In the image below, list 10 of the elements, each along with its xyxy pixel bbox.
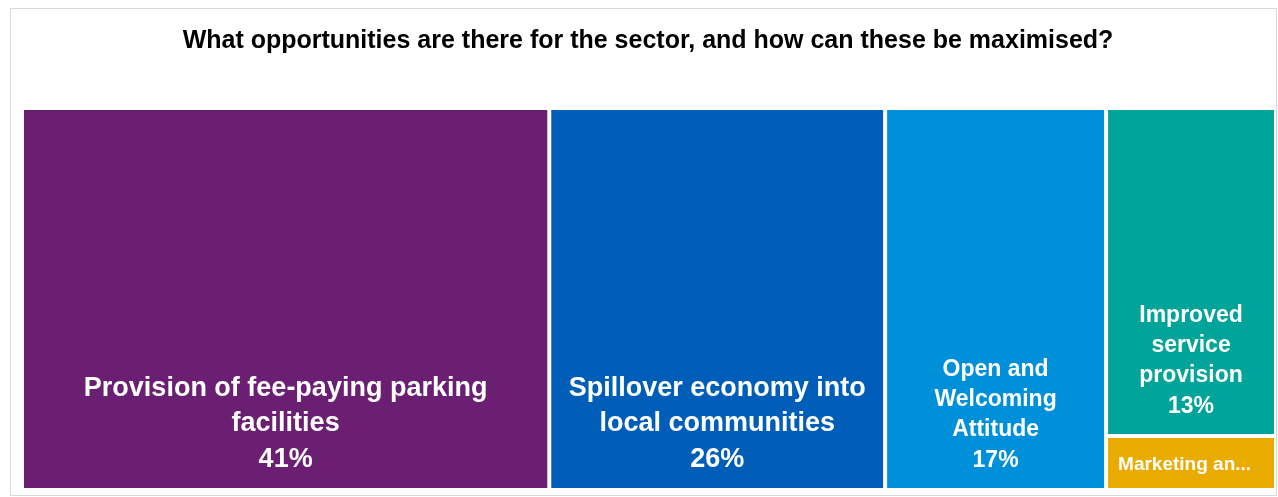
category-label: Open and Welcoming Attitude [934, 355, 1057, 442]
category-label: Spillover economy into local communities [568, 371, 866, 437]
text: What opportunities are there for the sector, and how can these be maximised? [182, 25, 1114, 53]
data-label: 26% [690, 443, 745, 474]
category-label: Provision of fee-paying parking facilities [83, 371, 488, 437]
data-label: 17% [972, 446, 1019, 473]
category-label: Improved service provision [1139, 301, 1243, 388]
category-label: Marketing an... [1118, 452, 1252, 474]
data-label: 41% [258, 443, 313, 474]
data-label: 13% [1168, 392, 1215, 419]
